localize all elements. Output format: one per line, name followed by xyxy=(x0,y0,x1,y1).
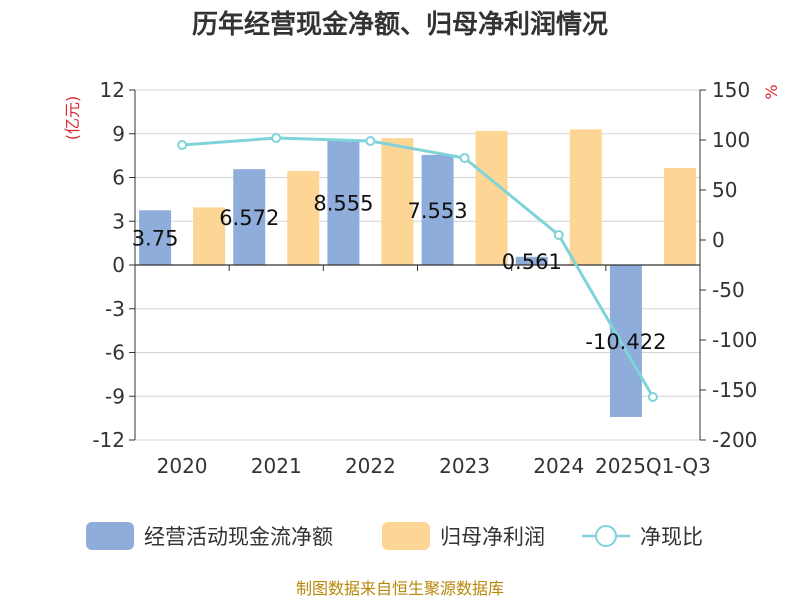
category-label: 2021 xyxy=(251,454,302,478)
ratio-point xyxy=(177,140,188,150)
cashflow-data-label: 0.561 xyxy=(502,250,562,274)
cashflow-bar xyxy=(515,256,548,265)
ratio-point xyxy=(365,136,376,146)
cashflow-bar xyxy=(233,169,266,265)
legend-ratio-label: 净现比 xyxy=(640,525,703,549)
left-tick-label: 12 xyxy=(100,78,125,102)
net-profit-bar xyxy=(569,129,602,265)
source-note: 制图数据来自恒生聚源数据库 xyxy=(296,579,504,598)
ratio-point xyxy=(459,153,470,163)
ratio-point xyxy=(553,230,564,240)
legend-net-profit-swatch xyxy=(382,522,430,550)
left-tick-label: -9 xyxy=(105,384,125,408)
net-profit-bar xyxy=(287,170,320,265)
category-label: 2025Q1-Q3 xyxy=(595,454,711,478)
left-tick-label: -6 xyxy=(105,341,125,365)
left-axis-unit: (亿元) xyxy=(63,96,82,141)
ratio-point xyxy=(647,392,658,402)
right-tick-label: -200 xyxy=(712,428,757,452)
category-label: 2023 xyxy=(439,454,490,478)
right-tick-label: 150 xyxy=(712,78,750,102)
cashflow-data-label: 8.555 xyxy=(313,192,373,216)
ratio-line-path xyxy=(181,136,655,398)
cashflow-data-label: 6.572 xyxy=(219,206,279,230)
right-tick-label: 50 xyxy=(712,178,737,202)
left-tick-label: 6 xyxy=(112,166,125,190)
left-tick-label: -3 xyxy=(105,297,125,321)
cashflow-bar xyxy=(327,140,360,265)
right-tick-label: -100 xyxy=(712,328,757,352)
left-tick-label: -12 xyxy=(92,428,125,452)
left-tick-label: 0 xyxy=(112,253,125,277)
left-tick-label: 9 xyxy=(112,122,125,146)
right-tick-label: 0 xyxy=(712,228,725,252)
left-tick-label: 3 xyxy=(112,209,125,233)
cashflow-bar xyxy=(421,154,454,265)
bars xyxy=(139,129,696,417)
axes: 129630-3-6-9-12150100500-50-100-150-2002… xyxy=(92,78,757,478)
right-tick-label: 100 xyxy=(712,128,750,152)
right-tick-label: -50 xyxy=(712,278,745,302)
category-label: 2020 xyxy=(157,454,208,478)
ratio-point xyxy=(271,133,282,143)
cashflow-bar xyxy=(609,265,642,417)
legend-cashflow-label: 经营活动现金流净额 xyxy=(144,525,333,549)
right-axis-unit: % xyxy=(762,84,781,99)
category-label: 2022 xyxy=(345,454,396,478)
net-profit-bar xyxy=(381,138,414,265)
category-label: 2024 xyxy=(533,454,584,478)
right-tick-label: -150 xyxy=(712,378,757,402)
net-profit-bar xyxy=(475,130,508,265)
data-labels: 3.75 6.572 8.555 7.553 0.561 -10.422 xyxy=(132,192,667,354)
legend-ratio-marker xyxy=(595,525,617,547)
chart-title: 历年经营现金净额、归母净利润情况 xyxy=(192,9,608,40)
cashflow-data-label: 3.75 xyxy=(132,227,179,251)
cashflow-data-label: 7.553 xyxy=(408,199,468,223)
cashflow-data-label: -10.422 xyxy=(585,330,666,354)
cashflow-bar xyxy=(139,210,172,265)
legend-cashflow-swatch xyxy=(86,522,134,550)
net-profit-bar xyxy=(193,207,226,265)
legend: 经营活动现金流净额 归母净利润 净现比 xyxy=(86,522,703,550)
ratio-line xyxy=(177,133,658,402)
net-profit-bar xyxy=(663,168,696,265)
legend-net-profit-label: 归母净利润 xyxy=(440,525,545,549)
